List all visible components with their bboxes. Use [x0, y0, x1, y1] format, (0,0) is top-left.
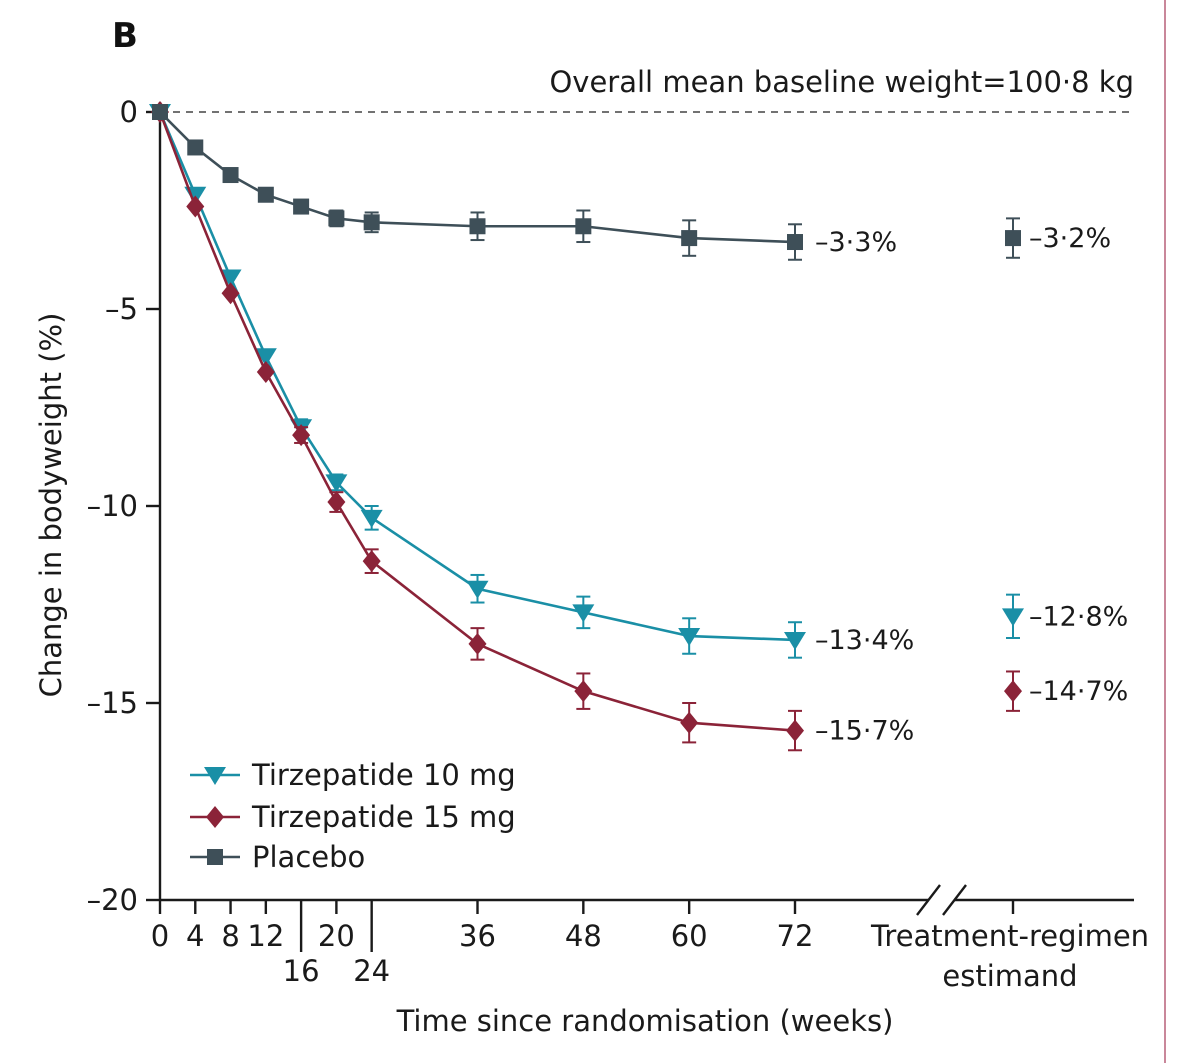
series-tirzepatide-15-mg: –15·7% –14·7% [151, 101, 1128, 752]
data-point [219, 269, 242, 288]
estimand-point [1004, 680, 1022, 703]
series-line [158, 111, 796, 642]
series-end-label: –15·7% [815, 716, 914, 747]
x-tick-label: 24 [353, 954, 390, 988]
estimand-label: –12·8% [1029, 601, 1128, 632]
x-tick-label: 16 [283, 954, 320, 988]
x-tick-label: 60 [671, 919, 708, 953]
data-point [327, 491, 346, 514]
y-tick-label: –10 [87, 489, 138, 523]
series-placebo: –3·3% –3·2% [152, 104, 1111, 261]
y-tick-label: –15 [87, 686, 138, 720]
x-tick-label: 36 [459, 919, 496, 953]
series-tirzepatide-10-mg: –13·4% –12·8% [149, 104, 1128, 659]
series-lines: –13·4% –12·8% –15·7% –14·7% –3·3% –3·2% [149, 101, 1128, 752]
y-tick-label: –20 [87, 883, 138, 917]
x-tick-label-estimand: estimand [942, 959, 1077, 993]
estimand-label: –14·7% [1029, 676, 1128, 707]
estimand-point [1005, 230, 1021, 247]
y-axis-title: Change in bodyweight (%) [34, 313, 68, 698]
data-point [784, 631, 806, 650]
y-tick-label: –5 [105, 292, 138, 326]
baseline-annotation: Overall mean baseline weight=100·8 kg [549, 65, 1134, 99]
axis-break-mark [916, 884, 941, 916]
data-point [678, 628, 701, 647]
data-point [360, 509, 383, 528]
data-point [575, 218, 592, 235]
y-tick-label: 0 [120, 95, 138, 129]
data-point [362, 550, 381, 573]
x-tick-label: 20 [318, 919, 355, 953]
estimand-point [1002, 608, 1024, 627]
data-point [293, 198, 310, 215]
series-end-label: –3·3% [815, 227, 897, 258]
data-point [468, 632, 487, 655]
legend: Tirzepatide 10 mg Tirzepatide 15 mg Placeb… [190, 758, 516, 874]
axis-break-mark [942, 884, 967, 916]
x-tick-label-estimand: Treatment-regimen [870, 919, 1149, 953]
data-point [328, 210, 345, 227]
legend-marker [207, 849, 223, 865]
data-point [325, 474, 348, 493]
data-point [256, 361, 275, 384]
data-point [254, 348, 277, 367]
data-point [152, 104, 168, 120]
x-tick-label: 48 [565, 919, 602, 953]
data-point [257, 186, 274, 203]
data-point [187, 139, 204, 156]
data-point [681, 230, 698, 247]
x-tick-label: 12 [247, 919, 284, 953]
panel-label: B [112, 16, 138, 56]
data-point [221, 282, 240, 305]
legend-label: Placebo [252, 840, 365, 874]
series-end-label: –13·4% [815, 625, 914, 656]
data-point [787, 234, 803, 251]
data-point [469, 218, 486, 235]
x-axis-title: Time since randomisation (weeks) [396, 1004, 894, 1038]
x-tick-label: 72 [777, 919, 814, 953]
data-point [786, 719, 804, 742]
data-point [363, 214, 380, 231]
legend-label: Tirzepatide 15 mg [251, 800, 516, 834]
x-tick-label: 8 [221, 919, 239, 953]
data-point [466, 580, 489, 599]
data-point [292, 424, 311, 447]
data-point [572, 604, 595, 623]
data-point [680, 711, 699, 734]
legend-label: Tirzepatide 10 mg [251, 758, 516, 792]
legend-marker [204, 767, 226, 785]
data-point [574, 680, 593, 703]
x-tick-label: 4 [186, 919, 204, 953]
x-tick-label: 0 [151, 919, 169, 953]
estimand-label: –3·2% [1029, 223, 1111, 254]
legend-marker [206, 806, 224, 828]
data-point [186, 195, 205, 218]
data-point [222, 167, 239, 184]
